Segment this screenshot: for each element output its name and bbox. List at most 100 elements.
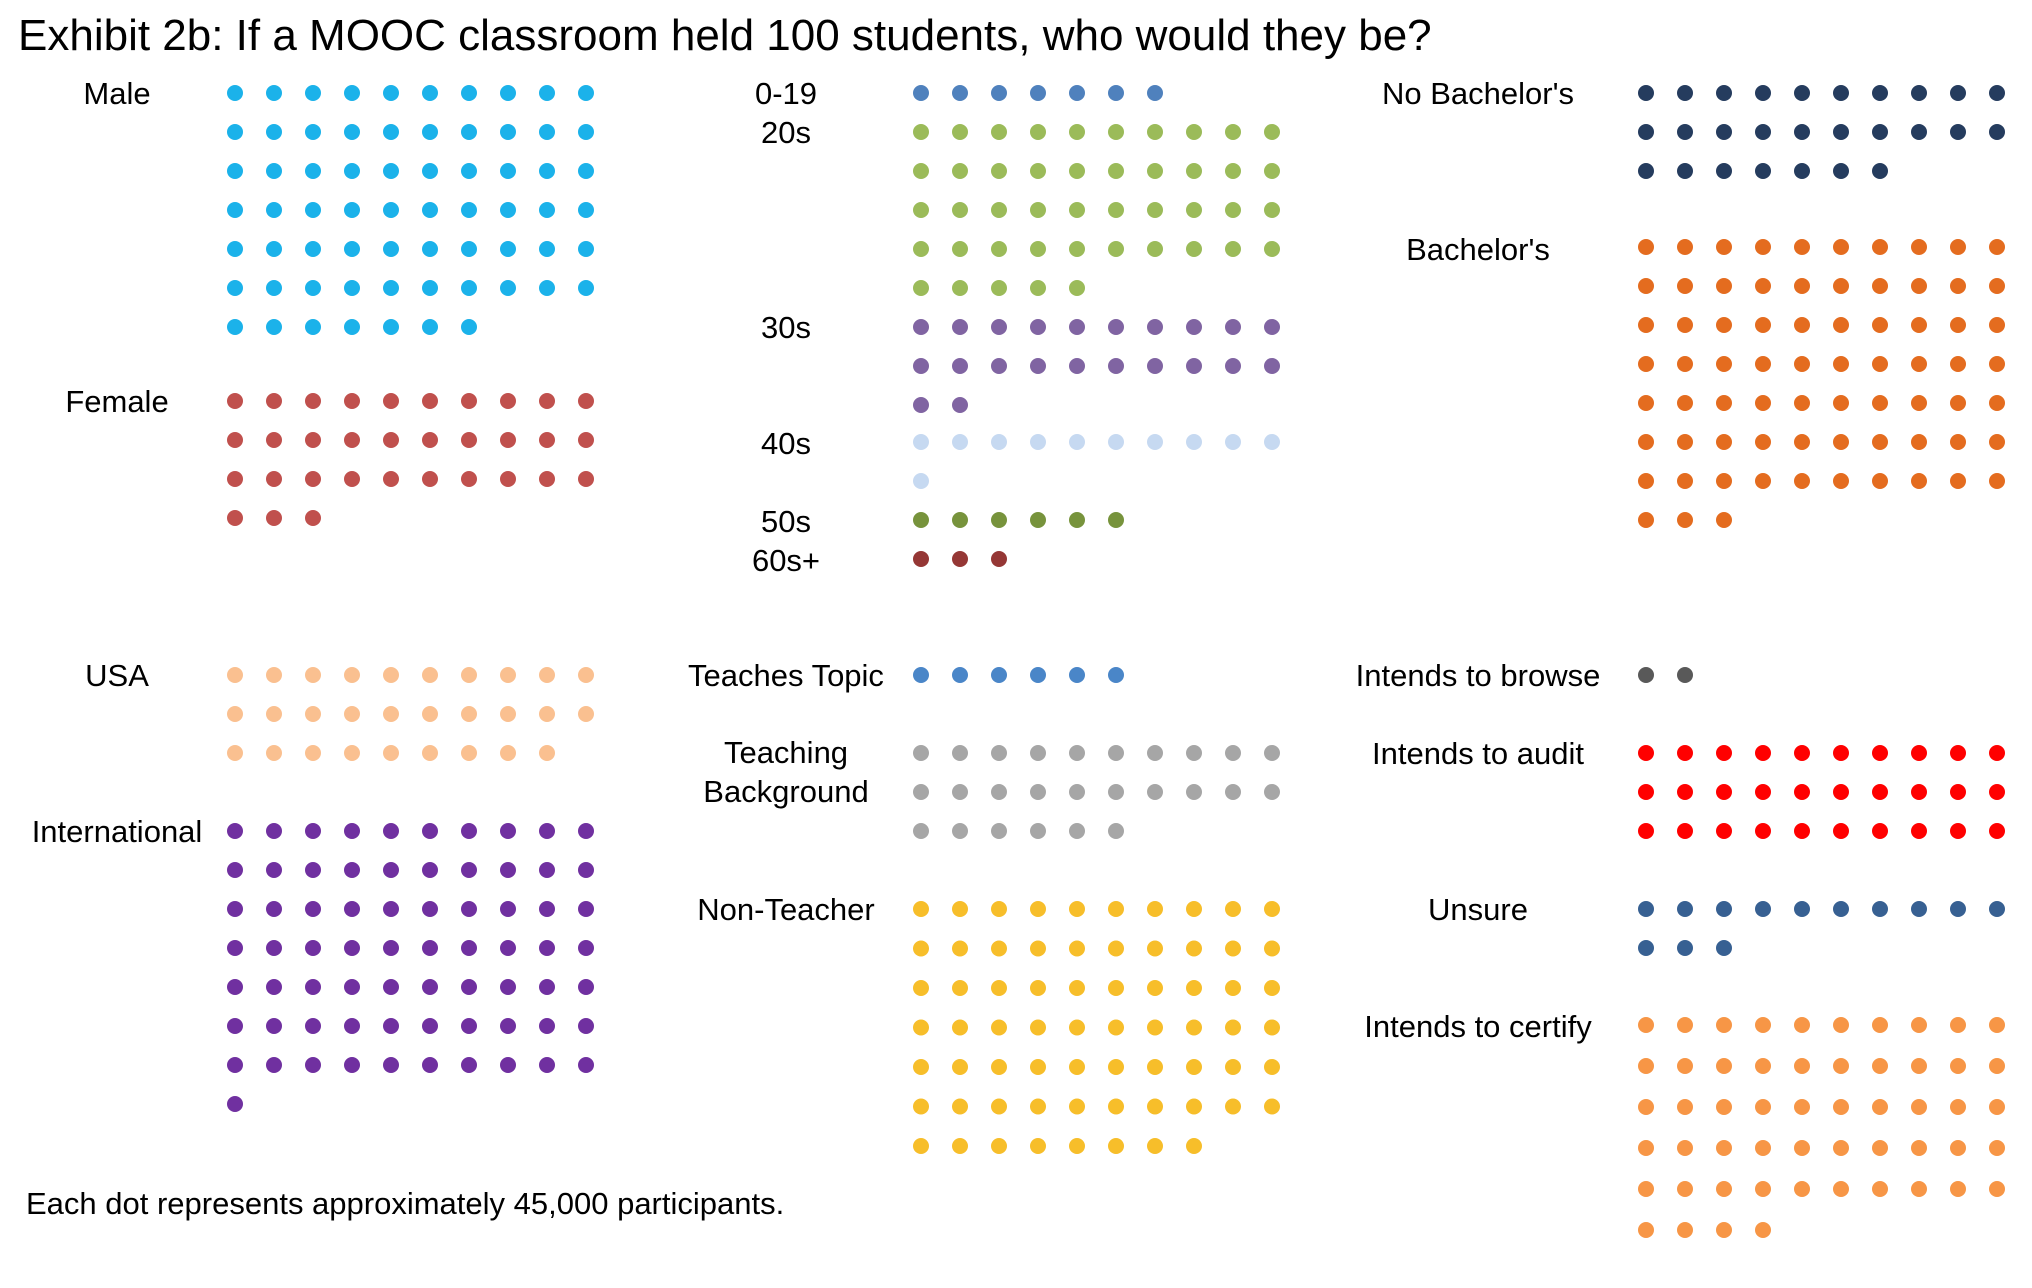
dot-international-54 bbox=[344, 1018, 360, 1034]
dot-teaches-topic-4 bbox=[1030, 667, 1046, 683]
dot-intends-to-certify-40 bbox=[1989, 1140, 2005, 1156]
dot-bachelor-s-47 bbox=[1872, 395, 1888, 411]
label-intends-to-browse: Intends to browse bbox=[1355, 658, 1601, 693]
dot-male-20 bbox=[578, 124, 594, 140]
dot-female-10 bbox=[578, 393, 594, 409]
dot-30s-11 bbox=[913, 358, 929, 374]
dot-usa-21 bbox=[227, 745, 243, 761]
dot-intends-to-browse-2 bbox=[1677, 667, 1693, 683]
dot-bachelor-s-54 bbox=[1755, 434, 1771, 450]
dot-international-44 bbox=[344, 979, 360, 995]
dot-female-31 bbox=[227, 510, 243, 526]
dot-20s-20 bbox=[1264, 163, 1280, 179]
label-age-60s: 60s+ bbox=[751, 543, 821, 578]
dot-intends-to-audit-16 bbox=[1833, 784, 1849, 800]
dot-intends-to-audit-29 bbox=[1950, 823, 1966, 839]
dot-bachelor-s-6 bbox=[1833, 239, 1849, 255]
dot-40s-5 bbox=[1069, 434, 1085, 450]
dot-20s-43 bbox=[991, 280, 1007, 296]
dot-bachelor-s-53 bbox=[1716, 434, 1732, 450]
dot-bachelor-s-36 bbox=[1833, 356, 1849, 372]
dot-usa-9 bbox=[539, 667, 555, 683]
dot-40s-1 bbox=[913, 434, 929, 450]
dot-no-bachelor-s-25 bbox=[1794, 163, 1810, 179]
dot-intends-to-certify-5 bbox=[1794, 1017, 1810, 1033]
dot-male-34 bbox=[344, 202, 360, 218]
dot-unsure-6 bbox=[1833, 901, 1849, 917]
dot-female-27 bbox=[461, 471, 477, 487]
dot-intends-to-audit-12 bbox=[1677, 784, 1693, 800]
dot-international-7 bbox=[461, 823, 477, 839]
dot-unsure-8 bbox=[1911, 901, 1927, 917]
dot-teaching-background-11 bbox=[913, 784, 929, 800]
dot-non-teacher-26 bbox=[1108, 980, 1124, 996]
dot-bachelor-s-23 bbox=[1716, 317, 1732, 333]
dot-bachelor-s-73 bbox=[1716, 512, 1732, 528]
dot-female-6 bbox=[422, 393, 438, 409]
dot-male-1 bbox=[227, 85, 243, 101]
dot-female-25 bbox=[383, 471, 399, 487]
dot-intends-to-certify-3 bbox=[1716, 1017, 1732, 1033]
dot-no-bachelor-s-2 bbox=[1677, 85, 1693, 101]
dot-usa-26 bbox=[422, 745, 438, 761]
dot-no-bachelor-s-13 bbox=[1716, 124, 1732, 140]
dot-international-4 bbox=[344, 823, 360, 839]
dot-international-56 bbox=[422, 1018, 438, 1034]
dot-teaches-topic-5 bbox=[1069, 667, 1085, 683]
dot-non-teacher-57 bbox=[1147, 1098, 1163, 1115]
dot-non-teacher-67 bbox=[1147, 1138, 1163, 1154]
dot-usa-19 bbox=[539, 706, 555, 722]
dot-intends-to-audit-20 bbox=[1989, 784, 2005, 800]
dot-international-39 bbox=[539, 940, 555, 956]
dot-intends-to-audit-21 bbox=[1638, 823, 1654, 839]
dot-non-teacher-27 bbox=[1147, 980, 1163, 996]
dot-intends-to-certify-53 bbox=[1716, 1222, 1732, 1238]
dot-no-bachelor-s-16 bbox=[1833, 124, 1849, 140]
dot-teaching-background-21 bbox=[913, 823, 929, 839]
dot-intends-to-certify-14 bbox=[1755, 1058, 1771, 1074]
dot-20s-16 bbox=[1108, 163, 1124, 179]
dot-bachelor-s-3 bbox=[1716, 239, 1732, 255]
dot-male-7 bbox=[461, 85, 477, 101]
dot-20s-5 bbox=[1069, 124, 1085, 140]
dot-unsure-2 bbox=[1677, 901, 1693, 917]
dot-male-53 bbox=[305, 280, 321, 296]
label-intends-to-audit: Intends to audit bbox=[1372, 736, 1584, 771]
dot-no-bachelor-s-18 bbox=[1911, 124, 1927, 140]
dot-usa-8 bbox=[500, 667, 516, 683]
dot-intends-to-certify-22 bbox=[1677, 1099, 1693, 1115]
dot-international-70 bbox=[578, 1057, 594, 1073]
dot-teaching-background-23 bbox=[991, 823, 1007, 839]
dot-bachelor-s-26 bbox=[1833, 317, 1849, 333]
dot-intends-to-certify-12 bbox=[1677, 1058, 1693, 1074]
dot-bachelor-s-45 bbox=[1794, 395, 1810, 411]
dot-non-teacher-62 bbox=[952, 1138, 968, 1154]
dot-male-22 bbox=[266, 163, 282, 179]
dot-international-35 bbox=[383, 940, 399, 956]
dot-usa-18 bbox=[500, 706, 516, 722]
dot-usa-5 bbox=[383, 667, 399, 683]
dot-intends-to-certify-45 bbox=[1794, 1181, 1810, 1197]
dot-60s-1 bbox=[913, 551, 929, 567]
dot-bachelor-s-21 bbox=[1638, 317, 1654, 333]
chart-footnote: Each dot represents approximately 45,000… bbox=[26, 1186, 785, 1221]
label-age-30s: 30s bbox=[761, 310, 811, 345]
dot-international-8 bbox=[500, 823, 516, 839]
dot-bachelor-s-15 bbox=[1794, 278, 1810, 294]
dot-teaching-background-9 bbox=[1225, 745, 1241, 761]
dot-male-28 bbox=[500, 163, 516, 179]
dot-bachelor-s-39 bbox=[1950, 356, 1966, 372]
dot-male-61 bbox=[227, 319, 243, 335]
dot-non-teacher-48 bbox=[1186, 1059, 1202, 1075]
dot-30s-7 bbox=[1147, 319, 1163, 335]
dot-bachelor-s-60 bbox=[1989, 434, 2005, 450]
dot-20s-31 bbox=[913, 241, 929, 257]
dot-30s-15 bbox=[1069, 358, 1085, 374]
dot-international-20 bbox=[578, 862, 594, 878]
dot-international-36 bbox=[422, 940, 438, 956]
dot-intends-to-audit-1 bbox=[1638, 745, 1654, 761]
dot-0-19-2 bbox=[952, 85, 968, 101]
dot-20s-8 bbox=[1186, 124, 1202, 140]
dot-female-22 bbox=[266, 471, 282, 487]
dot-male-36 bbox=[422, 202, 438, 218]
